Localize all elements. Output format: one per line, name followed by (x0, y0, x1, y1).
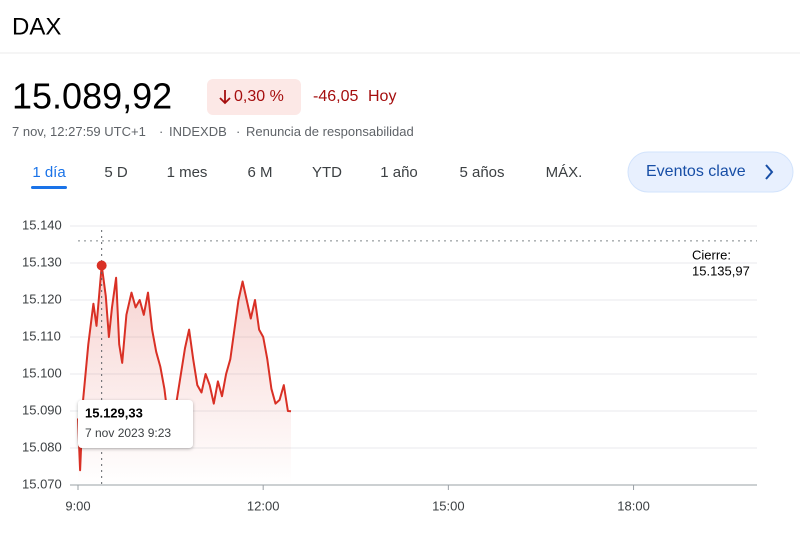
y-tick-label: 15.070 (22, 476, 62, 491)
chevron (765, 164, 774, 180)
separator: · (159, 124, 163, 139)
exchange: INDEXDB (169, 124, 227, 139)
tooltip-value: 15.129,33 (85, 405, 143, 420)
tab[interactable]: 1 año (380, 164, 418, 181)
close-value: 15.135,97 (692, 263, 750, 278)
change-period: Hoy (368, 88, 396, 105)
x-tick-label: 12:00 (247, 498, 280, 513)
tab[interactable]: 6 M (247, 164, 272, 181)
chart: 15.070 15.080 15.090 15.100 15.110 15.120 15.1… (22, 217, 757, 513)
tooltip-date: 7 nov 2023 9:23 (85, 426, 171, 440)
y-tick-label: 15.080 (22, 439, 62, 454)
change-value: -46,05 (313, 88, 358, 105)
x-tick-label: 15:00 (432, 498, 465, 513)
tab[interactable]: YTD (312, 164, 342, 181)
y-tick-label: 15.100 (22, 365, 62, 380)
tooltip-box (78, 400, 193, 448)
area-fill (78, 265, 291, 485)
key-events-label[interactable]: Eventos clave (646, 163, 746, 180)
tab[interactable]: 1 mes (167, 164, 208, 181)
tab-underline (31, 186, 67, 189)
y-tick-label: 15.110 (22, 328, 61, 343)
key-events-button[interactable] (627, 151, 794, 193)
y-tick-label: 15.120 (22, 291, 62, 306)
close-label: Cierre: (692, 247, 731, 262)
change-badge (207, 79, 301, 115)
subtitle: 7 nov, 12:27:59 UTC+1 · INDEXDB · Renunc… (12, 124, 414, 139)
x-tick-label: 18:00 (617, 498, 650, 513)
tab[interactable]: MÁX. (546, 164, 583, 181)
price-line (77, 264, 292, 472)
tabs: 1 día 5 D 1 mes 6 M YTD 1 año 5 años MÁX. (31, 164, 582, 189)
hover-point (96, 260, 107, 271)
timestamp: 7 nov, 12:27:59 UTC+1 (12, 124, 146, 139)
tab[interactable]: 1 día (32, 164, 66, 181)
price: 15.089,92 (12, 76, 172, 117)
y-tick-label: 15.140 (22, 217, 62, 232)
separator: · (236, 124, 240, 139)
y-tick-label: 15.090 (22, 402, 62, 417)
disclaimer[interactable]: Renuncia de responsabilidad (246, 124, 414, 139)
tab[interactable]: 5 años (459, 164, 504, 181)
down-arrow (219, 90, 231, 105)
title: DAX (12, 13, 61, 40)
change-percent: 0,30 % (234, 88, 284, 105)
y-tick-label: 15.130 (22, 254, 62, 269)
tab[interactable]: 5 D (104, 164, 128, 181)
x-tick-label: 9:00 (65, 498, 90, 513)
